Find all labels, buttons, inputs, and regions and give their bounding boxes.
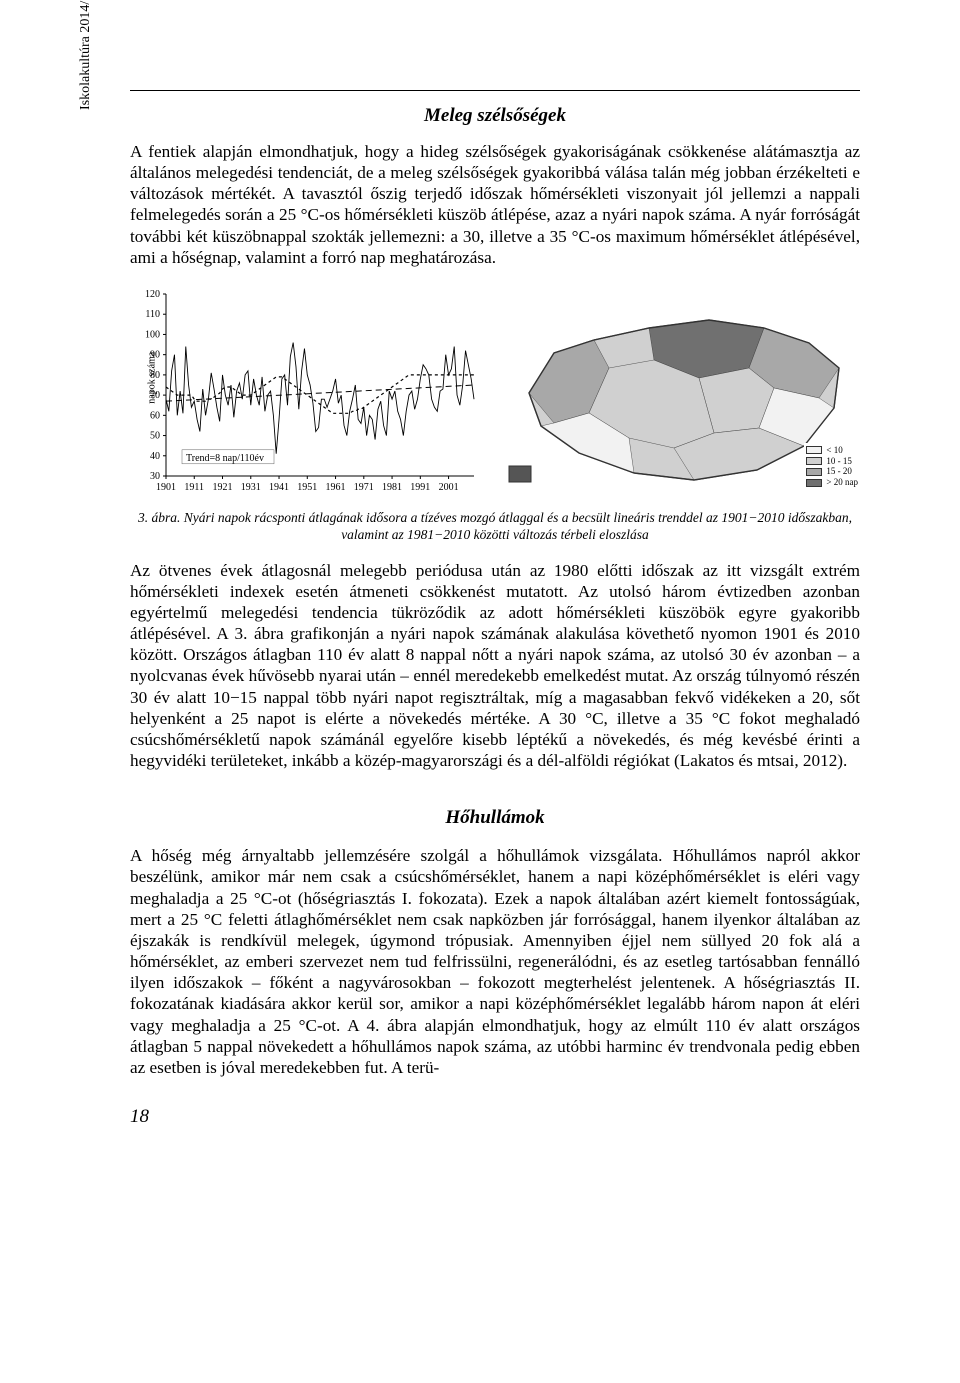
hungary-map: < 1010 - 1515 - 20> 20 nap: [498, 298, 860, 498]
legend-swatch: [806, 479, 822, 487]
svg-text:Trend=8 nap/110év: Trend=8 nap/110év: [186, 453, 264, 464]
horizontal-rule: [130, 90, 860, 91]
chart-svg: 3040506070809010011012019011911192119311…: [130, 288, 480, 498]
line-chart: napok száma 3040506070809010011012019011…: [130, 288, 480, 498]
svg-text:60: 60: [150, 410, 160, 421]
legend-row: < 10: [806, 445, 858, 456]
legend-swatch: [806, 468, 822, 476]
svg-text:50: 50: [150, 430, 160, 441]
svg-text:1921: 1921: [213, 482, 233, 493]
svg-text:1961: 1961: [326, 482, 346, 493]
journal-reference: Iskolakultúra 2014/11–12: [78, 0, 94, 110]
map-legend: < 1010 - 1515 - 20> 20 nap: [804, 443, 860, 490]
svg-text:1931: 1931: [241, 482, 261, 493]
legend-row: 10 - 15: [806, 456, 858, 467]
svg-text:1901: 1901: [156, 482, 176, 493]
svg-text:30: 30: [150, 471, 160, 482]
svg-text:40: 40: [150, 451, 160, 462]
svg-text:110: 110: [145, 309, 160, 320]
section-title: Meleg szélsőségek: [130, 105, 860, 127]
svg-text:100: 100: [145, 329, 160, 340]
legend-row: 15 - 20: [806, 466, 858, 477]
legend-label: 10 - 15: [826, 456, 852, 467]
figure-caption: 3. ábra. Nyári napok rácsponti átlagának…: [130, 510, 860, 544]
svg-text:120: 120: [145, 289, 160, 300]
subsection-title: Hőhullámok: [130, 807, 860, 829]
legend-label: < 10: [826, 445, 842, 456]
svg-text:1981: 1981: [382, 482, 402, 493]
page-number: 18: [130, 1106, 860, 1128]
svg-text:1911: 1911: [184, 482, 204, 493]
svg-text:1951: 1951: [297, 482, 317, 493]
legend-label: > 20 nap: [826, 477, 858, 488]
svg-text:1991: 1991: [410, 482, 430, 493]
legend-label: 15 - 20: [826, 466, 852, 477]
legend-row: > 20 nap: [806, 477, 858, 488]
middle-text: Az ötvenes évek átlagosnál melegebb peri…: [130, 560, 860, 772]
figure-3: napok száma 3040506070809010011012019011…: [130, 288, 860, 498]
y-axis-label: napok száma: [146, 352, 157, 404]
legend-swatch: [806, 457, 822, 465]
legend-swatch: [806, 446, 822, 454]
document-page: Iskolakultúra 2014/11–12 Meleg szélsőség…: [0, 0, 960, 1383]
svg-text:1941: 1941: [269, 482, 289, 493]
intro-text: A fentiek alapján elmondhatjuk, hogy a h…: [130, 141, 860, 268]
svg-text:2001: 2001: [439, 482, 459, 493]
heat-text: A hőség még árnyaltabb jellemzésére szol…: [130, 845, 860, 1078]
svg-text:1971: 1971: [354, 482, 374, 493]
